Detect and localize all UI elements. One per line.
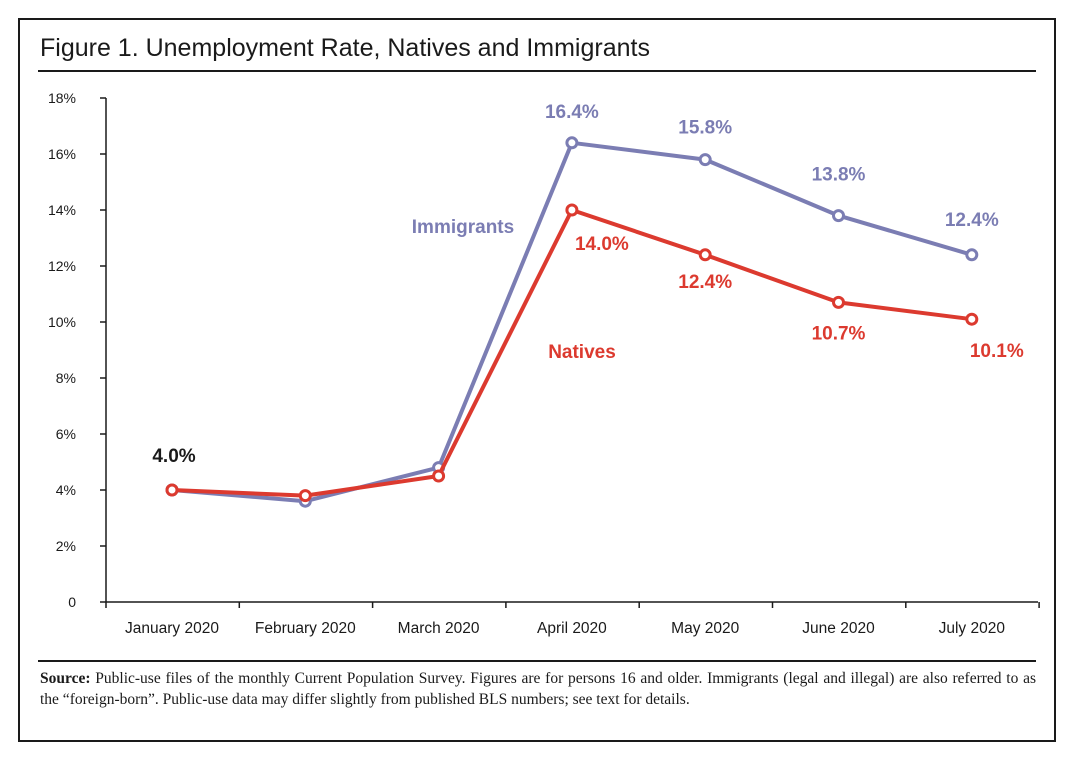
source-rule — [38, 660, 1036, 662]
y-tick-label: 2% — [56, 538, 76, 554]
x-tick-label: February 2020 — [255, 620, 356, 637]
x-tick-label: March 2020 — [398, 620, 480, 637]
y-tick-label: 8% — [56, 370, 76, 386]
series-label-immigrants: Immigrants — [412, 217, 514, 238]
data-point-immigrants — [965, 248, 979, 262]
data-label-natives: 10.7% — [812, 323, 866, 344]
x-tick-label: June 2020 — [802, 620, 875, 637]
data-point-natives — [165, 483, 179, 497]
data-point-natives — [965, 312, 979, 326]
x-tick-label: January 2020 — [125, 620, 219, 637]
y-tick-label: 0 — [68, 594, 76, 610]
source-note: Source: Public-use files of the monthly … — [40, 668, 1036, 710]
data-point-natives — [565, 203, 579, 217]
data-point-immigrants — [832, 209, 845, 223]
y-tick-label: 14% — [48, 202, 76, 218]
data-point-natives — [698, 248, 712, 262]
data-point-immigrants — [698, 153, 712, 167]
x-tick-label: July 2020 — [939, 620, 1006, 637]
data-point-natives — [432, 469, 446, 483]
annotation-label: 4.0% — [152, 446, 195, 467]
series-label-natives: Natives — [548, 342, 616, 363]
figure-frame: Figure 1. Unemployment Rate, Natives and… — [18, 18, 1056, 742]
data-label-immigrants: 16.4% — [545, 102, 599, 123]
source-label: Source: — [40, 670, 91, 687]
y-tick-label: 16% — [48, 146, 76, 162]
title-rule — [38, 70, 1036, 72]
data-label-natives: 14.0% — [575, 234, 629, 255]
data-label-natives: 10.1% — [970, 341, 1024, 362]
y-tick-label: 12% — [48, 258, 76, 274]
data-point-natives — [832, 295, 845, 309]
x-tick-label: May 2020 — [671, 620, 739, 637]
source-text: Public-use files of the monthly Current … — [40, 670, 1037, 708]
series-line-immigrants — [171, 140, 973, 504]
data-label-immigrants: 15.8% — [678, 118, 732, 139]
data-point-natives — [298, 489, 312, 503]
data-label-immigrants: 12.4% — [945, 210, 999, 231]
x-tick-label: April 2020 — [537, 620, 607, 637]
y-tick-label: 18% — [48, 90, 76, 106]
data-label-immigrants: 13.8% — [812, 165, 866, 186]
data-point-immigrants — [565, 136, 579, 150]
y-tick-label: 6% — [56, 426, 76, 442]
y-tick-label: 4% — [56, 482, 76, 498]
data-label-natives: 12.4% — [678, 272, 732, 293]
y-tick-label: 10% — [48, 314, 76, 330]
chart-title: Figure 1. Unemployment Rate, Natives and… — [40, 34, 650, 62]
